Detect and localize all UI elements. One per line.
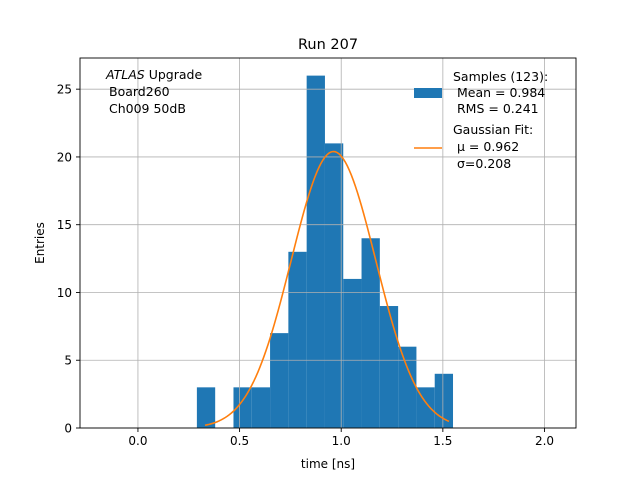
histogram-bars [196, 75, 454, 428]
legend-fit-sigma: σ=0.208 [457, 156, 511, 171]
histogram-bar [233, 387, 252, 428]
y-tick-label: 25 [57, 83, 72, 97]
x-tick-label: 2.0 [535, 434, 554, 448]
histogram-bar [434, 373, 454, 428]
histogram-bar [379, 306, 399, 428]
histogram-bar [251, 387, 271, 428]
y-axis-label: Entries [33, 222, 47, 264]
histogram-bar [416, 387, 435, 428]
annotation-atlas: ATLAS [105, 67, 145, 82]
x-axis-ticks: 0.0 0.5 1.0 1.5 2.0 [128, 428, 554, 448]
y-tick-label: 20 [57, 150, 72, 164]
annotation-line-2: Board260 [109, 84, 170, 99]
legend-samples-rms: RMS = 0.241 [457, 101, 539, 116]
histogram-bar [361, 238, 380, 428]
annotation-box: ATLAS Upgrade Board260 Ch009 50dB [105, 67, 202, 116]
y-tick-label: 5 [64, 354, 72, 368]
x-tick-label: 0.0 [128, 434, 147, 448]
annotation-line-1: ATLAS Upgrade [105, 67, 202, 82]
histogram-bar [343, 278, 362, 428]
x-tick-label: 0.5 [230, 434, 249, 448]
histogram-bar [288, 251, 307, 428]
x-axis-label: time [ns] [301, 457, 355, 471]
legend-fit-mu: μ = 0.962 [457, 139, 519, 154]
annotation-line-3: Ch009 50dB [109, 101, 186, 116]
histogram-bar [270, 333, 289, 428]
histogram-bar [196, 387, 216, 428]
x-tick-label: 1.0 [332, 434, 351, 448]
x-tick-label: 1.5 [433, 434, 452, 448]
y-tick-label: 10 [57, 286, 72, 300]
y-tick-label: 0 [64, 422, 72, 436]
legend-samples-mean: Mean = 0.984 [457, 85, 545, 100]
legend-samples-title: Samples (123): [453, 69, 548, 84]
legend-fit-title: Gaussian Fit: [453, 122, 533, 137]
plot-frame [79, 57, 577, 429]
gaussian-fit-curve [204, 150, 450, 427]
chart-title: Run 207 [298, 37, 358, 53]
y-tick-label: 15 [57, 218, 72, 232]
y-axis-ticks: 0 5 10 15 20 25 [57, 83, 80, 436]
legend: Samples (123): Mean = 0.984 RMS = 0.241 … [414, 69, 548, 171]
annotation-upgrade: Upgrade [145, 67, 203, 82]
histogram-bar [398, 346, 417, 428]
histogram-bar [306, 75, 325, 428]
legend-samples-swatch [414, 88, 442, 98]
histogram-bar [324, 143, 344, 428]
